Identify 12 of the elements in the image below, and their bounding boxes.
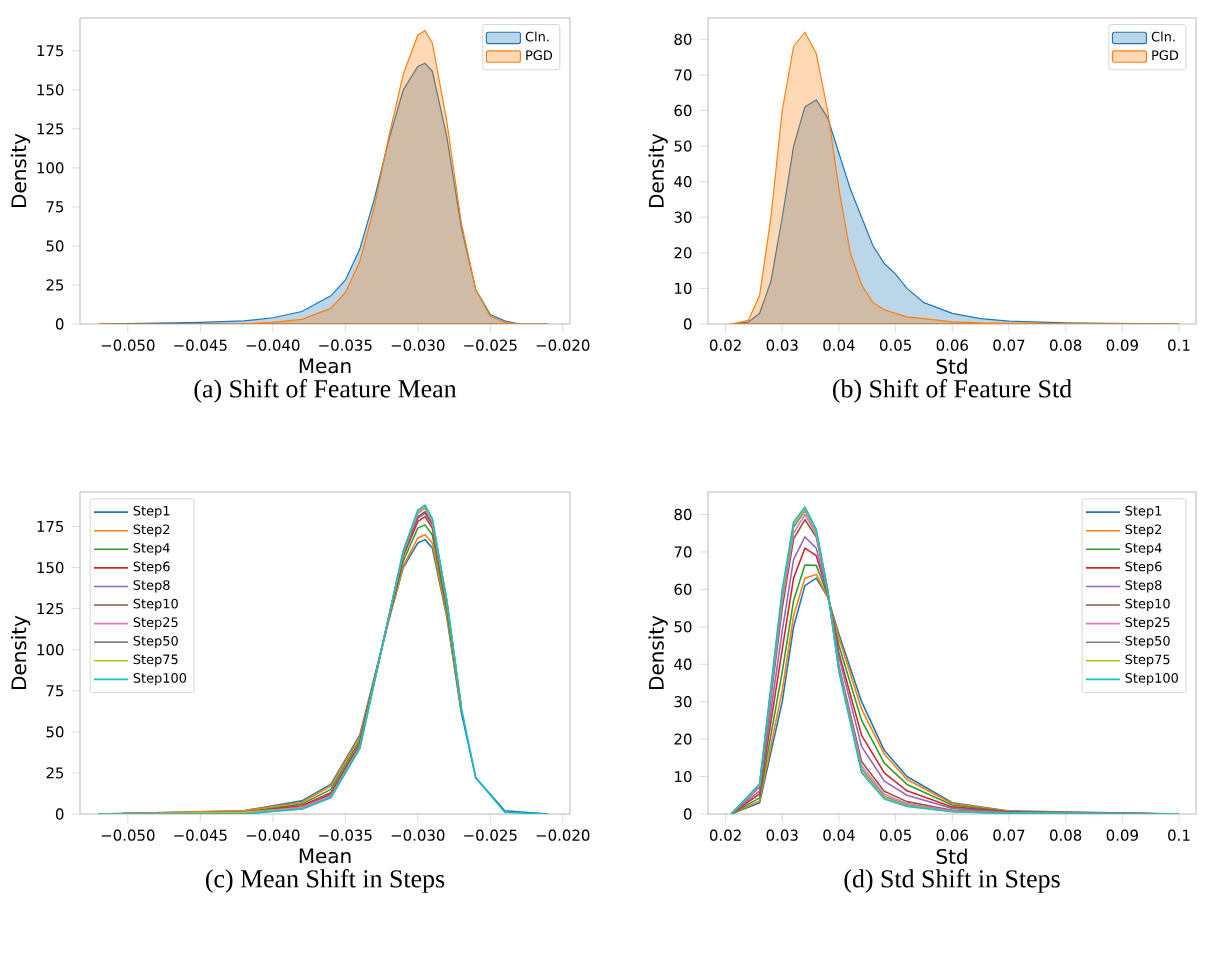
- text: (a) Shift of Feature Mean: [194, 379, 457, 403]
- x-axis-title: Mean: [299, 848, 351, 864]
- x-axis-title: Std: [936, 358, 967, 374]
- y-axis-title: Density: [10, 133, 31, 207]
- x-axis-title: Mean: [299, 358, 351, 374]
- y-axis-title: Density: [10, 615, 31, 689]
- x-axis-title: Std: [936, 848, 967, 864]
- text: (b) Shift of Feature Std: [832, 379, 1072, 403]
- text: (d) Std Shift in Steps: [844, 869, 1060, 893]
- y-axis-title: Density: [648, 615, 668, 689]
- y-axis-title: Density: [648, 133, 668, 207]
- text: (c) Mean Shift in Steps: [205, 869, 445, 893]
